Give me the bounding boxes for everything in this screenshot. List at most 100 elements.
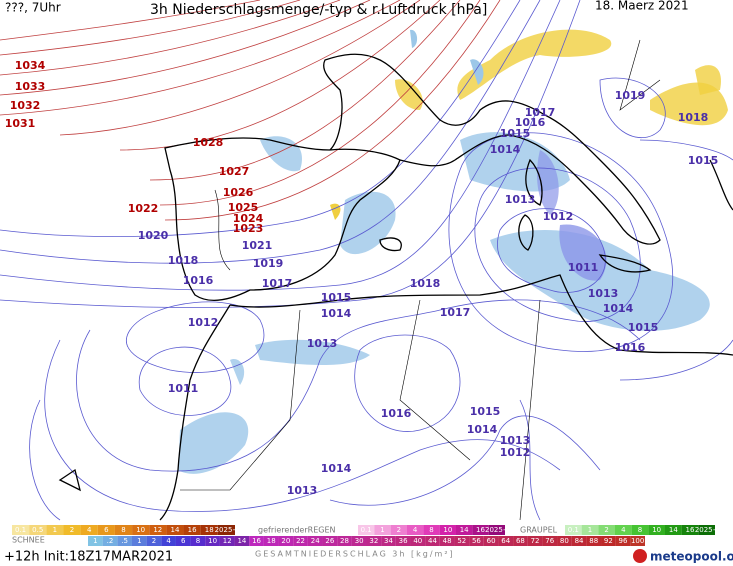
legend-value: 2025+: [485, 526, 509, 534]
isobar-label: 1031: [5, 117, 36, 130]
isobar-label: 1017: [525, 106, 556, 119]
legend-value: 8: [638, 526, 642, 534]
legend-swatch: [681, 525, 699, 535]
isobar-label: 1024: [233, 212, 264, 225]
legend-value: 0.1: [15, 526, 26, 534]
isobar-label: 1015: [500, 127, 531, 140]
legend-swatch: [542, 536, 558, 546]
isobar-label: 1015: [321, 291, 352, 304]
legend-value: 1: [137, 537, 141, 545]
legend-value: 0.5: [32, 526, 43, 534]
legend-value: 2025+: [695, 526, 719, 534]
legend-swatch: [293, 536, 308, 546]
legend-value: 2: [397, 526, 401, 534]
legend-swatch: [97, 525, 115, 535]
legend-swatch: [407, 525, 424, 535]
isobar-label: 1015: [688, 154, 719, 167]
legend-value: 14: [460, 526, 469, 534]
legend-value: 6: [104, 526, 109, 534]
legend-swatch: [425, 536, 440, 546]
legend-swatch: [217, 525, 235, 535]
header-left: ???, 7Uhr: [5, 1, 61, 15]
isobar-label: 1020: [138, 229, 169, 242]
legend-swatch: [175, 536, 191, 546]
legend-swatch: [381, 536, 396, 546]
isobar-label: 1011: [568, 261, 599, 274]
legend-value: 8: [429, 526, 433, 534]
brand-logo: [633, 549, 647, 563]
legend-swatch: [249, 536, 264, 546]
legend-swatch: [190, 536, 206, 546]
coastlines: [58, 39, 733, 521]
legend-swatch: [117, 536, 132, 546]
isobar-label: 1016: [515, 116, 546, 129]
isobar-label: 1014: [603, 302, 634, 315]
legend-swatch: [439, 536, 455, 546]
legend-value: 12: [153, 526, 162, 534]
legend-swatch: [131, 536, 147, 546]
legend-swatch: [358, 525, 375, 535]
legend-swatch: [598, 525, 615, 535]
legend-swatch: [166, 525, 184, 535]
legend-swatch: [439, 525, 456, 535]
legend-value: 2: [152, 537, 156, 545]
legend-swatch: [80, 525, 98, 535]
legend-value: 4: [166, 537, 171, 545]
legend-value: 2: [604, 526, 608, 534]
isobar-label: 1014: [467, 423, 498, 436]
legend-value: 16: [188, 526, 197, 534]
legend-swatch: [351, 536, 367, 546]
legend-swatch: [586, 536, 602, 546]
legend-value: 10: [443, 526, 452, 534]
legend-value: 44: [428, 537, 437, 545]
isobar-label: 1012: [543, 210, 574, 223]
legend-swatch: [219, 536, 235, 546]
legend-value: 24: [311, 537, 320, 545]
legend-swatch: [581, 525, 599, 535]
legend-swatch: [527, 536, 543, 546]
legend-value: 32: [369, 537, 378, 545]
legend-swatch: [200, 525, 218, 535]
legend-value: 64: [501, 537, 510, 545]
legend-value: .2: [107, 537, 114, 545]
header-title: 3h Niederschlagsmenge/-typ & r.Luftdruck…: [150, 2, 487, 18]
legend-value: 22: [296, 537, 305, 545]
legend-value: 92: [604, 537, 613, 545]
legend-value: 30: [355, 537, 364, 545]
legend-value: 1: [93, 537, 97, 545]
legend-swatch: [488, 525, 505, 535]
legend-swatch: [29, 525, 47, 535]
isobar-label: 1019: [615, 89, 646, 102]
legend-swatch: [472, 525, 489, 535]
legend-value: 1: [53, 526, 57, 534]
isobar-label: 1026: [223, 186, 254, 199]
legend-swatch: [337, 536, 352, 546]
legend-swatch: [183, 525, 201, 535]
isobar-label: 1022: [128, 202, 159, 215]
legend-value: 8: [121, 526, 125, 534]
legend-value: 2: [70, 526, 74, 534]
legend-value: 76: [545, 537, 554, 545]
isobar-label: 1012: [188, 316, 219, 329]
legend-swatch: [665, 525, 682, 535]
isobar-label: 1011: [168, 382, 199, 395]
isobar-label: 1016: [381, 407, 412, 420]
legend-swatch: [456, 525, 473, 535]
isobar-label: 1034: [15, 59, 46, 72]
total-label: GESAMTNIEDERSCHLAG 3h [kg/m²]: [255, 550, 455, 559]
legend-swatch: [498, 536, 514, 546]
isobar-label: 1013: [287, 484, 318, 497]
isobar-label: 1014: [321, 307, 352, 320]
legend-swatch: [395, 536, 411, 546]
legend-swatch: [390, 525, 407, 535]
legend-value: 18: [205, 526, 214, 534]
legend-value: 16: [686, 526, 695, 534]
legend-value: 2025+: [215, 526, 239, 534]
legend-swatch: [149, 525, 167, 535]
graupel-label: GRAUPEL: [520, 526, 558, 535]
legend-value: 84: [575, 537, 584, 545]
legend-swatch: [102, 536, 118, 546]
isobar-label: 1018: [678, 111, 709, 124]
legend-value: 72: [531, 537, 540, 545]
isobar-label: 1028: [193, 136, 224, 149]
